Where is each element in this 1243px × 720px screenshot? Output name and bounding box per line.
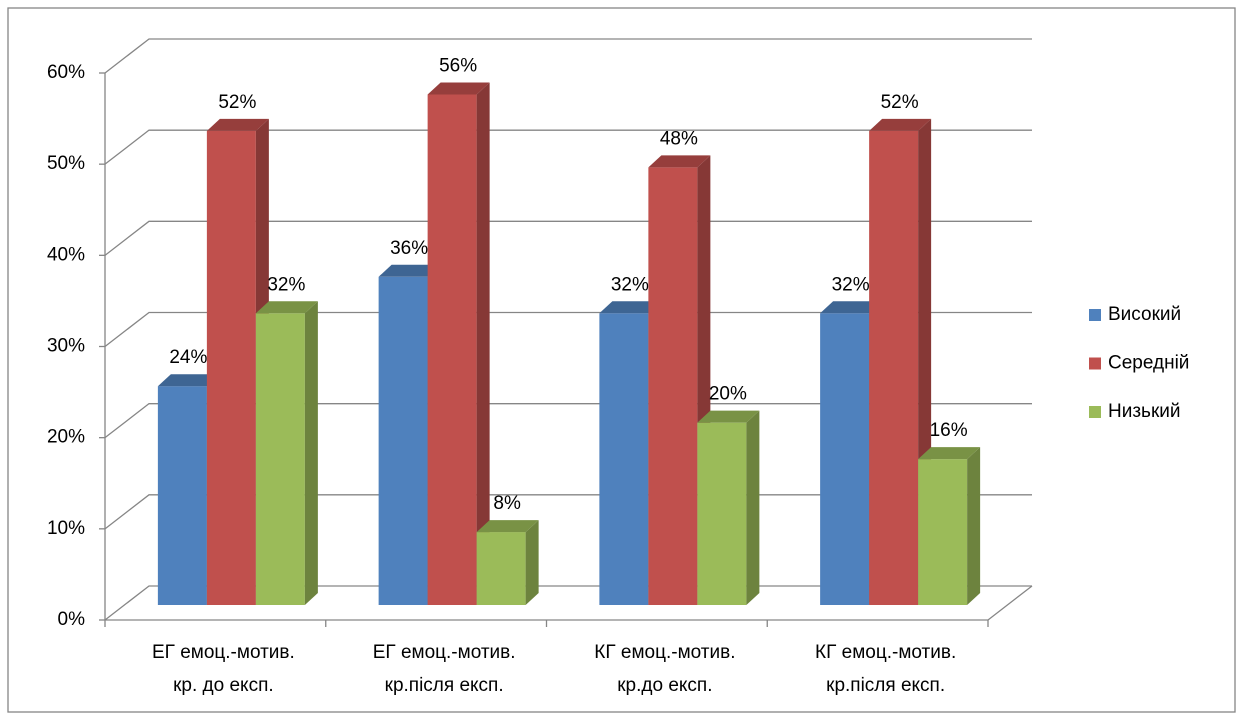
bar-top [378,264,441,277]
data-label: 36% [390,238,428,259]
bar [427,82,490,605]
bar-top [427,82,490,95]
bar-front [427,94,477,605]
bar-top [918,447,981,460]
bar [918,447,981,605]
bar-top [206,118,269,131]
bar-front [869,130,919,605]
data-label: 16% [930,420,968,441]
bar-front [206,130,256,605]
bar-top [157,374,220,387]
grid-line [104,220,1032,256]
bar-side [476,82,490,605]
x-tick-label: кр.до експ. [617,675,712,696]
bar [697,410,760,605]
grid-line [104,311,1032,348]
bar [255,301,318,605]
y-tick-label: 30% [47,336,85,357]
bar-top [697,410,760,423]
legend-label: Низький [1108,401,1180,422]
bar-top [869,118,932,131]
y-tick-label: 10% [47,518,85,539]
bar-top [255,301,318,314]
data-label: 32% [832,274,870,295]
legend-label: Високий [1108,304,1181,325]
bar-front [255,313,305,605]
grid-line [104,129,1032,165]
bar-front [820,313,870,605]
grid-line [104,38,1032,74]
x-tick-label: кр.після експ. [826,675,945,696]
bar-top [599,301,662,314]
grid-line [104,403,1032,439]
bar-side [967,447,981,605]
bar-front [918,459,968,605]
data-label: 56% [439,55,477,76]
bar-top [476,520,539,533]
data-label: 20% [709,384,747,405]
legend-swatch [1089,309,1101,321]
bar-front [599,313,649,605]
data-label: 48% [660,128,698,149]
bar [476,520,539,605]
data-label: 32% [611,274,649,295]
data-label: 52% [881,92,919,113]
legend-swatch [1089,406,1101,418]
data-label: 32% [267,274,305,295]
y-tick-label: 50% [47,153,85,174]
bar-front [648,167,698,605]
bar-side [746,410,760,605]
data-label: 52% [218,92,256,113]
bar-side [525,520,539,605]
bar-top [820,301,883,314]
y-tick-label: 40% [47,244,85,265]
legend-label: Середній [1108,353,1189,374]
y-tick-label: 0% [58,609,86,630]
x-tick-label: кр.після експ. [385,675,504,696]
x-tick-label: кр. до експ. [173,675,274,696]
x-tick-label: ЕГ емоц.-мотив. [373,642,516,663]
bar-top [648,155,711,168]
bar-front [697,422,747,605]
y-tick-label: 20% [47,427,85,448]
x-tick-label: КГ емоц.-мотив. [815,642,956,663]
x-tick-label: ЕГ емоц.-мотив. [152,642,295,663]
x-tick-label: КГ емоц.-мотив. [594,642,735,663]
bar [869,118,932,605]
y-tick-label: 60% [47,62,85,83]
bar-front [157,386,207,605]
legend-swatch [1089,357,1101,370]
data-label: 24% [169,347,207,368]
bar-front [378,276,428,605]
data-label: 8% [493,493,521,514]
bar-side [304,301,318,605]
bar-front [476,532,526,605]
